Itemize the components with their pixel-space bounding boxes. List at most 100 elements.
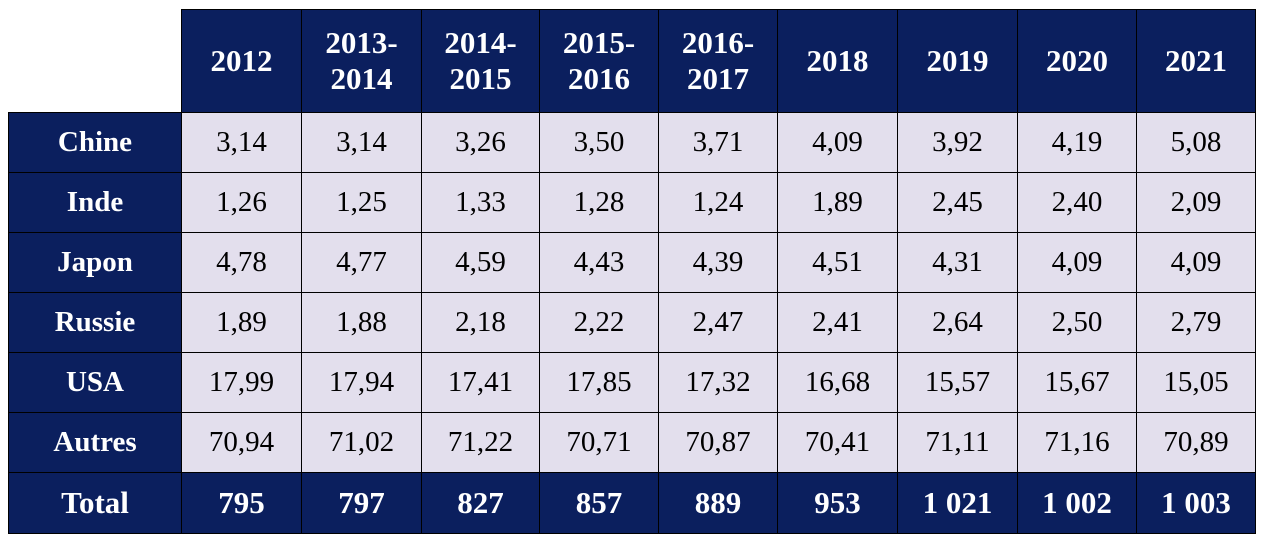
table-cell: 17,94 — [301, 352, 422, 413]
table-cell: 4,31 — [897, 232, 1018, 293]
column-header-text: 2016- — [681, 25, 755, 60]
table-cell: 1,33 — [421, 172, 540, 233]
table-cell: 4,77 — [301, 232, 422, 293]
table-cell: 1,25 — [301, 172, 422, 233]
table-cell: 71,11 — [897, 412, 1018, 473]
table-cell: 2,18 — [421, 292, 540, 353]
total-cell: 827 — [421, 472, 540, 534]
table-cell: 2,64 — [897, 292, 1018, 353]
table-cell: 15,57 — [897, 352, 1018, 413]
table-cell: 4,59 — [421, 232, 540, 293]
table-cell: 3,71 — [658, 112, 778, 173]
column-header-text: 2019 — [926, 43, 989, 78]
table-cell: 15,05 — [1136, 352, 1256, 413]
table-cell: 70,89 — [1136, 412, 1256, 473]
table-cell: 71,16 — [1017, 412, 1137, 473]
column-header: 2013- 2014 — [301, 9, 422, 113]
table-row: Chine 3,14 3,14 3,26 3,50 3,71 4,09 3,92 4,19 5,0… — [8, 112, 1256, 173]
table-cell: 71,22 — [421, 412, 540, 473]
table-cell: 3,14 — [181, 112, 302, 173]
column-header-text: 2018 — [806, 43, 869, 78]
column-header: 2021 — [1136, 9, 1256, 113]
table-cell: 3,26 — [421, 112, 540, 173]
table-cell: 4,78 — [181, 232, 302, 293]
table-cell: 4,09 — [777, 112, 898, 173]
row-header: Chine — [8, 112, 182, 173]
header-row: 2012 2013- 2014 2014- 2015 2015- 2016 2016- 2017… — [8, 9, 1256, 113]
column-header-text: 2017 — [687, 61, 749, 96]
column-header-text: 2020 — [1046, 43, 1108, 78]
column-header-text: 2015- — [562, 25, 636, 60]
table-cell: 70,94 — [181, 412, 302, 473]
column-header-text: 2014 — [330, 61, 393, 96]
total-row: Total 795 797 827 857 889 953 1 021 1 002 1 003 — [8, 472, 1256, 534]
data-table: 2012 2013- 2014 2014- 2015 2015- 2016 2016- 2017… — [8, 9, 1256, 534]
corner-cell — [8, 9, 182, 113]
column-header-text: 2015 — [449, 61, 512, 96]
table-cell: 70,71 — [539, 412, 659, 473]
table-cell: 2,09 — [1136, 172, 1256, 233]
table-cell: 4,09 — [1017, 232, 1137, 293]
column-header: 2014- 2015 — [421, 9, 540, 113]
table-cell: 2,40 — [1017, 172, 1137, 233]
total-label: Total — [8, 472, 182, 534]
column-header-text: 2013- — [325, 25, 398, 60]
column-header: 2018 — [777, 9, 898, 113]
table-cell: 2,22 — [539, 292, 659, 353]
total-cell: 857 — [539, 472, 659, 534]
table-cell: 1,88 — [301, 292, 422, 353]
table-cell: 3,92 — [897, 112, 1018, 173]
table-row: Inde 1,26 1,25 1,33 1,28 1,24 1,89 2,45 2,40 2,09 — [8, 172, 1256, 233]
column-header-text: 2021 — [1165, 43, 1227, 78]
table-cell: 2,79 — [1136, 292, 1256, 353]
table-cell: 4,19 — [1017, 112, 1137, 173]
row-header: Autres — [8, 412, 182, 473]
table-cell: 1,28 — [539, 172, 659, 233]
table-row: USA 17,99 17,94 17,41 17,85 17,32 16,68 15,57 15… — [8, 352, 1256, 413]
table-cell: 2,50 — [1017, 292, 1137, 353]
total-cell: 889 — [658, 472, 778, 534]
table-cell: 1,89 — [181, 292, 302, 353]
table-cell: 17,41 — [421, 352, 540, 413]
table-row: Russie 1,89 1,88 2,18 2,22 2,47 2,41 2,64 2,50 2,… — [8, 292, 1256, 353]
column-header-text: 2012 — [210, 43, 273, 78]
table-cell: 5,08 — [1136, 112, 1256, 173]
table-cell: 17,32 — [658, 352, 778, 413]
table-cell: 4,51 — [777, 232, 898, 293]
row-header: Japon — [8, 232, 182, 293]
table-cell: 4,09 — [1136, 232, 1256, 293]
total-cell: 1 002 — [1017, 472, 1137, 534]
table-cell: 2,45 — [897, 172, 1018, 233]
column-header: 2020 — [1017, 9, 1137, 113]
column-header: 2016- 2017 — [658, 9, 778, 113]
column-header: 2012 — [181, 9, 302, 113]
table-cell: 70,41 — [777, 412, 898, 473]
table-cell: 4,39 — [658, 232, 778, 293]
table-cell: 17,99 — [181, 352, 302, 413]
table-row: Autres 70,94 71,02 71,22 70,71 70,87 70,41 71,1… — [8, 412, 1256, 473]
table-cell: 1,89 — [777, 172, 898, 233]
column-header-text: 2014- — [444, 25, 517, 60]
table-cell: 71,02 — [301, 412, 422, 473]
table-cell: 1,24 — [658, 172, 778, 233]
column-header-text: 2016 — [568, 61, 630, 96]
total-cell: 797 — [301, 472, 422, 534]
column-header: 2019 — [897, 9, 1018, 113]
table-cell: 16,68 — [777, 352, 898, 413]
table-cell: 2,41 — [777, 292, 898, 353]
table-cell: 1,26 — [181, 172, 302, 233]
total-cell: 795 — [181, 472, 302, 534]
row-header: Russie — [8, 292, 182, 353]
table-cell: 70,87 — [658, 412, 778, 473]
total-cell: 953 — [777, 472, 898, 534]
total-cell: 1 021 — [897, 472, 1018, 534]
row-header: USA — [8, 352, 182, 413]
table-cell: 3,14 — [301, 112, 422, 173]
table-cell: 15,67 — [1017, 352, 1137, 413]
table-cell: 2,47 — [658, 292, 778, 353]
table-cell: 4,43 — [539, 232, 659, 293]
row-header: Inde — [8, 172, 182, 233]
table-cell: 17,85 — [539, 352, 659, 413]
column-header: 2015- 2016 — [539, 9, 659, 113]
table-row: Japon 4,78 4,77 4,59 4,43 4,39 4,51 4,31 4,09 4,0… — [8, 232, 1256, 293]
